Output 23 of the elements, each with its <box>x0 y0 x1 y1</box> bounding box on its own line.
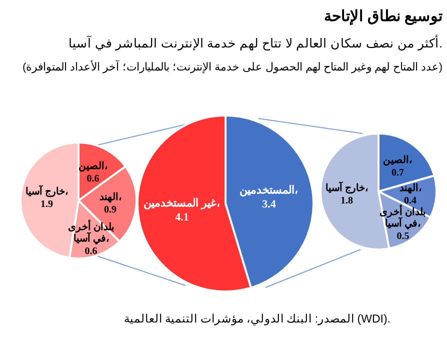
slice-label: خارج آسيا، <box>25 184 68 198</box>
slice-label: بلدان أخرى في آسيا، <box>68 220 114 245</box>
data-label: 0.9 <box>104 204 117 216</box>
data-label: 0.6 <box>86 173 100 184</box>
data-label: 0.5 <box>396 230 410 242</box>
chart-title: توسيع نطاق الإتاحة <box>324 8 443 25</box>
data-label: 1.9 <box>40 199 53 210</box>
slice-label: غير المستخدمين، <box>144 197 220 210</box>
slice-label: خارج آسيا، <box>325 181 368 194</box>
slice-label: الهند، <box>399 183 422 194</box>
text: (عدد المتاح لهم وغير المتاح لهم الحصول على خدمة الإنترنت؛ بالمليارات؛ آخر الأعداد المتوافرة) <box>22 60 443 74</box>
slice-label: بلدان أخرى في آسيا، <box>380 204 426 230</box>
data-label: 0.7 <box>391 167 404 178</box>
text: المصدر: البنك الدولي، مؤشرات التنمية العالمية (WDI). <box>124 312 391 326</box>
data-label: 3.4 <box>262 198 276 211</box>
data-label: 0.4 <box>404 196 417 207</box>
slice-label: الهند، <box>99 192 122 203</box>
chart-subtitle: أكثر من نصف سكان العالم لا تتاح لهم خدمة الإنترنت المباشر في آسيا. <box>68 34 443 52</box>
slice-label: المستخدمين، <box>240 184 299 197</box>
data-label: 4.1 <box>175 211 189 224</box>
slice-label: الصين، <box>383 154 412 166</box>
data-label: 0.6 <box>84 246 98 258</box>
data-label: 1.8 <box>340 196 353 207</box>
